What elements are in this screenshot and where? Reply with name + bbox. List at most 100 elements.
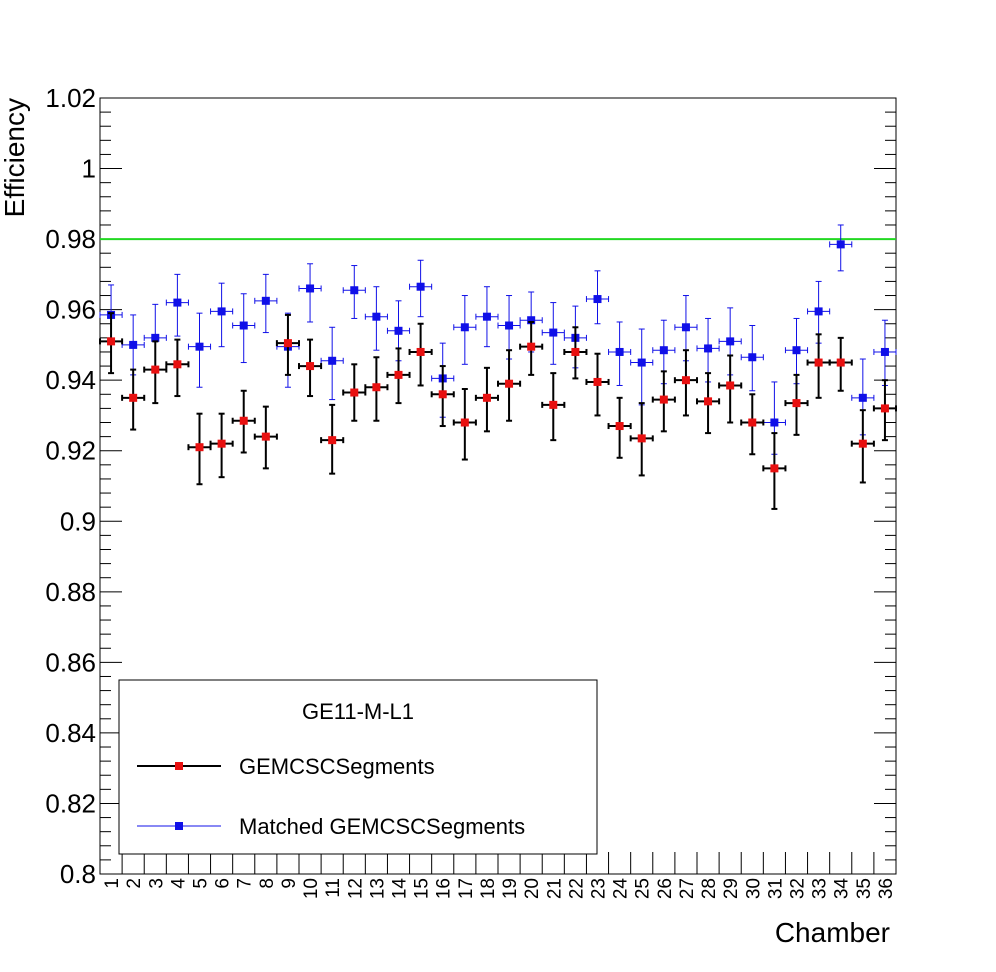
gemcscsegments-point: [836, 358, 845, 367]
matched-gemcscsegments-point: [858, 393, 867, 402]
gemcscsegments-point: [770, 464, 779, 473]
matched-gemcscsegments-point: [129, 340, 138, 349]
matched-gemcscsegments-point: [306, 284, 315, 293]
x-tick-label: 33: [810, 878, 831, 899]
y-tick-label: 0.96: [45, 295, 96, 325]
matched-gemcscsegments-point: [328, 356, 337, 365]
matched-gemcscsegments-point: [217, 307, 226, 316]
y-tick-label: 0.92: [45, 436, 96, 466]
legend-label-gemcscsegments: GEMCSCSegments: [239, 754, 435, 779]
gemcscsegments-point: [416, 347, 425, 356]
x-tick-label: 20: [522, 878, 543, 899]
gemcscsegments-point: [792, 399, 801, 408]
matched-gemcscsegments-point: [637, 358, 646, 367]
matched-gemcscsegments-point: [527, 316, 536, 325]
gemcscsegments-point: [704, 397, 713, 406]
gemcscsegments-point: [129, 393, 138, 402]
gemcscsegments-point: [615, 422, 624, 431]
x-tick-label: 13: [367, 878, 388, 899]
x-tick-label: 1: [102, 878, 123, 889]
legend-label-matched-gemcscsegments: Matched GEMCSCSegments: [239, 814, 525, 839]
gemcscsegments-point: [681, 376, 690, 385]
x-tick-label: 32: [788, 878, 809, 899]
x-tick-label: 9: [279, 878, 300, 889]
x-tick-label: 10: [301, 878, 322, 899]
matched-gemcscsegments-point: [836, 240, 845, 249]
x-axis-label: Chamber: [775, 917, 890, 948]
x-tick-label: 5: [191, 878, 212, 889]
legend-title: GE11-M-L1: [302, 699, 414, 724]
gemcscsegments-point: [659, 395, 668, 404]
gemcscsegments-point: [460, 418, 469, 427]
x-tick-label: 30: [743, 878, 764, 899]
x-tick-label: 29: [721, 878, 742, 899]
y-tick-label: 1.02: [45, 83, 96, 113]
gemcscsegments-point: [195, 443, 204, 452]
legend-marker-gemcscsegments: [175, 762, 183, 770]
gemcscsegments-point: [637, 434, 646, 443]
gemcscsegments-point: [438, 390, 447, 399]
x-tick-label: 16: [434, 878, 455, 899]
matched-gemcscsegments-point: [173, 298, 182, 307]
x-tick-label: 28: [699, 878, 720, 899]
gemcscsegments-point: [173, 360, 182, 369]
x-tick-label: 26: [655, 878, 676, 899]
y-tick-label: 0.94: [45, 365, 96, 395]
gemcscsegments-point: [593, 377, 602, 386]
matched-gemcscsegments-point: [704, 344, 713, 353]
matched-gemcscsegments-point: [151, 333, 160, 342]
x-tick-label: 21: [544, 878, 565, 899]
y-tick-label: 0.88: [45, 577, 96, 607]
y-tick-label: 0.98: [45, 224, 96, 254]
gemcscsegments-point: [239, 416, 248, 425]
x-tick-label: 14: [390, 878, 411, 900]
matched-gemcscsegments-point: [681, 323, 690, 332]
gemcscsegments-point: [482, 393, 491, 402]
matched-gemcscsegments-point: [505, 321, 514, 330]
gemcscsegments-point: [372, 383, 381, 392]
x-tick-label: 36: [876, 878, 897, 899]
gemcscsegments-point: [858, 439, 867, 448]
gemcscsegments-point: [107, 337, 116, 346]
x-tick-label: 18: [478, 878, 499, 899]
y-axis-label: Efficiency: [0, 98, 30, 217]
x-tick-label: 35: [854, 878, 875, 899]
gemcscsegments-point: [217, 439, 226, 448]
matched-gemcscsegments-point: [416, 282, 425, 291]
x-tick-label: 12: [345, 878, 366, 899]
gemcscsegments-point: [505, 379, 514, 388]
x-tick-label: 34: [832, 878, 853, 900]
x-tick-label: 7: [235, 878, 256, 889]
gemcscsegments-point: [350, 388, 359, 397]
x-tick-label: 11: [323, 878, 344, 898]
x-tick-label: 24: [611, 878, 632, 900]
x-tick-label: 27: [677, 878, 698, 899]
y-tick-label: 0.84: [45, 718, 96, 748]
matched-gemcscsegments-point: [880, 347, 889, 356]
x-tick-label: 3: [146, 878, 167, 889]
gemcscsegments-point: [328, 436, 337, 445]
matched-gemcscsegments-point: [482, 312, 491, 321]
matched-gemcscsegments-point: [372, 312, 381, 321]
matched-gemcscsegments-point: [195, 342, 204, 351]
x-tick-label: 19: [500, 878, 521, 899]
gemcscsegments-point: [549, 400, 558, 409]
matched-gemcscsegments-point: [350, 286, 359, 295]
matched-gemcscsegments-point: [593, 295, 602, 304]
matched-gemcscsegments-point: [814, 307, 823, 316]
gemcscsegments-point: [261, 432, 270, 441]
matched-gemcscsegments-point: [261, 296, 270, 305]
matched-gemcscsegments-point: [659, 346, 668, 355]
x-tick-label: 8: [257, 878, 278, 889]
matched-gemcscsegments-point: [770, 418, 779, 427]
gemcscsegments-point: [880, 404, 889, 413]
gemcscsegments-point: [394, 370, 403, 379]
y-tick-label: 1: [82, 154, 96, 184]
gemcscsegments-point: [306, 362, 315, 371]
x-tick-label: 6: [213, 878, 234, 889]
legend: GE11-M-L1 GEMCSCSegments Matched GEMCSCS…: [118, 679, 598, 855]
matched-gemcscsegments-point: [460, 323, 469, 332]
gemcscsegments-point: [283, 339, 292, 348]
matched-gemcscsegments-point: [615, 347, 624, 356]
y-tick-label: 0.8: [60, 859, 96, 889]
